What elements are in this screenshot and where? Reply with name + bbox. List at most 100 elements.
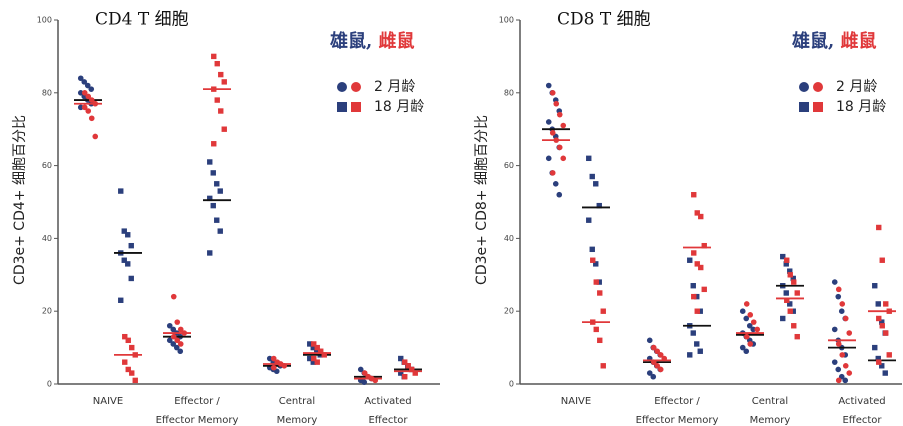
dot: [750, 319, 757, 325]
dot: [217, 228, 223, 234]
dot: [646, 337, 653, 344]
dot: [170, 326, 177, 333]
dot: [170, 341, 177, 347]
dot: [122, 359, 128, 365]
dot: [177, 341, 184, 347]
x-tick-label: Effector / Effector Memory: [635, 396, 719, 426]
dot: [876, 224, 882, 231]
dot: [207, 250, 213, 256]
dot: [210, 202, 216, 209]
dot: [787, 301, 793, 307]
dot: [794, 290, 800, 296]
dot: [654, 348, 661, 355]
dot: [650, 344, 657, 351]
dot: [650, 373, 657, 380]
dot: [552, 181, 559, 187]
dot: [596, 202, 602, 209]
dot: [839, 352, 846, 358]
dot: [166, 337, 173, 344]
dot: [402, 374, 408, 380]
dot: [883, 301, 889, 307]
dot: [654, 363, 661, 369]
dot: [750, 326, 757, 333]
dot: [218, 108, 224, 114]
dot: [121, 228, 127, 234]
y-tick-label: 100: [37, 16, 52, 25]
dot: [646, 370, 653, 376]
dot: [560, 155, 567, 162]
dot: [556, 144, 563, 151]
dot: [85, 108, 92, 114]
sex-legend: 雄鼠, 雌鼠: [329, 30, 415, 52]
dot: [589, 173, 595, 180]
dot: [787, 268, 793, 274]
dot: [687, 352, 693, 358]
dot: [886, 352, 892, 358]
dot: [784, 297, 790, 303]
dot: [177, 326, 184, 333]
dot: [590, 257, 596, 263]
dot: [207, 195, 213, 202]
dot: [694, 293, 700, 300]
dot: [125, 337, 131, 344]
dot: [217, 188, 223, 194]
dot: [842, 377, 849, 384]
dot: [835, 286, 842, 293]
dot: [173, 344, 180, 351]
dot: [875, 355, 881, 362]
dot: [831, 326, 838, 333]
dot: [872, 344, 878, 351]
dot: [694, 210, 700, 216]
y-tick-label: 0: [509, 380, 514, 389]
dot: [783, 290, 789, 296]
dot: [361, 379, 368, 385]
dot: [266, 355, 273, 362]
dot: [697, 348, 703, 354]
dot: [879, 323, 885, 329]
sex-name: 雄鼠: [791, 30, 828, 52]
dot: [132, 377, 138, 384]
dot: [545, 119, 552, 125]
dot: [835, 341, 842, 347]
x-tick-label: NAIVE: [560, 396, 592, 407]
dot: [690, 330, 696, 336]
x-tick-label: Effector / Effector Memory: [155, 396, 239, 426]
dot: [311, 341, 317, 347]
dot: [125, 232, 131, 238]
dot: [746, 322, 753, 329]
dot: [780, 315, 786, 322]
dot: [84, 82, 91, 89]
dot: [694, 261, 700, 267]
y-tick-label: 20: [42, 307, 52, 316]
y-tick-label: 100: [499, 16, 514, 25]
dot: [166, 322, 173, 329]
dot: [545, 155, 552, 162]
dot: [690, 283, 696, 289]
dot: [412, 370, 418, 376]
dot: [831, 359, 838, 365]
sex-name: 雌鼠: [841, 30, 877, 52]
y-axis-label: CD3e+ CD8+ 细胞百分比: [474, 115, 490, 285]
dot: [694, 308, 700, 314]
dot: [593, 261, 599, 267]
dot: [121, 257, 127, 263]
y-tick-label: 60: [42, 161, 52, 170]
dot: [560, 122, 567, 129]
dot: [698, 213, 704, 220]
dot: [210, 170, 216, 176]
dot: [125, 366, 131, 373]
dot: [549, 130, 556, 136]
dot: [170, 333, 177, 340]
dot: [784, 257, 790, 263]
dot: [318, 348, 324, 354]
dot: [314, 359, 320, 365]
dot: [314, 344, 320, 351]
dot: [687, 257, 693, 263]
dot: [207, 159, 213, 165]
dot: [791, 323, 797, 329]
dot: [361, 370, 368, 376]
legend-label: 2 月龄: [836, 79, 877, 95]
dot: [694, 341, 700, 347]
y-tick-label: 20: [504, 307, 514, 316]
legend-marker: [351, 102, 361, 112]
